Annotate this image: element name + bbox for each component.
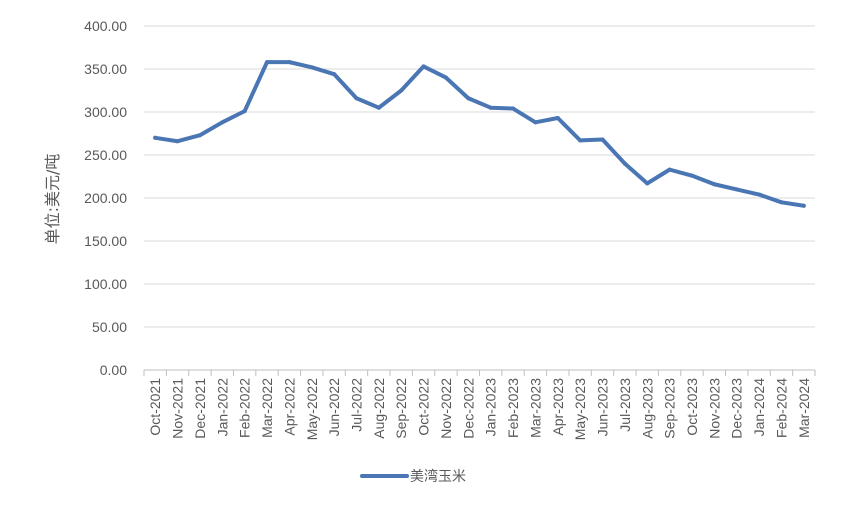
y-axis-label: 单位:美元/吨 <box>43 154 62 245</box>
x-tick-label: Aug-2022 <box>371 378 387 439</box>
x-tick-label: Mar-2023 <box>527 378 543 438</box>
y-axis: 0.00 50.00 100.00 150.00 200.00 250.00 300.00 3… <box>84 18 127 378</box>
data-point <box>376 105 381 110</box>
x-tick-label: May-2022 <box>304 378 320 440</box>
x-tick-label: Apr-2022 <box>281 378 297 436</box>
data-point <box>689 173 694 178</box>
data-point <box>220 120 225 125</box>
y-tick-label: 0.00 <box>100 362 127 378</box>
legend-label: 美湾玉米 <box>410 468 466 485</box>
x-tick-label: Mar-2024 <box>796 378 812 438</box>
x-tick-label: Jul-2023 <box>617 378 633 432</box>
y-tick-label: 300.00 <box>84 104 127 120</box>
y-tick-label: 50.00 <box>92 319 127 335</box>
legend: 美湾玉米 <box>360 468 466 485</box>
y-tick-label: 400.00 <box>84 18 127 34</box>
data-point <box>488 105 493 110</box>
x-tick-label: Oct-2022 <box>416 378 432 436</box>
x-tick-label: Feb-2024 <box>773 378 789 438</box>
data-point <box>779 200 784 205</box>
x-tick-label: Feb-2023 <box>505 378 521 438</box>
x-tick-label: Nov-2022 <box>438 378 454 439</box>
data-point <box>555 116 560 121</box>
data-point <box>332 72 337 77</box>
data-point <box>734 187 739 192</box>
data-point <box>399 88 404 93</box>
x-tick-label: Dec-2021 <box>192 378 208 439</box>
y-tick-label: 250.00 <box>84 147 127 163</box>
x-tick-label: Sep-2022 <box>393 378 409 439</box>
y-tick-label: 150.00 <box>84 233 127 249</box>
x-tick-label: Apr-2023 <box>550 378 566 436</box>
y-tick-label: 100.00 <box>84 276 127 292</box>
x-tick-label: Dec-2023 <box>729 378 745 439</box>
data-point <box>533 120 538 125</box>
x-tick-label: Aug-2023 <box>639 378 655 439</box>
data-point <box>421 64 426 69</box>
x-tick-label: Oct-2023 <box>684 378 700 436</box>
x-tick-label: Jun-2022 <box>326 378 342 437</box>
x-tick-label: Nov-2021 <box>170 378 186 439</box>
series-line <box>153 60 806 208</box>
x-tick-label: Jan-2023 <box>483 378 499 437</box>
data-point <box>757 192 762 197</box>
x-tick-label: Sep-2023 <box>662 378 678 439</box>
data-point <box>712 182 717 187</box>
data-point <box>287 60 292 65</box>
gridlines <box>144 25 815 328</box>
x-tick-label: Nov-2023 <box>706 378 722 439</box>
data-point <box>197 133 202 138</box>
data-point <box>622 161 627 166</box>
data-point <box>511 106 516 111</box>
data-point <box>600 137 605 142</box>
data-point <box>466 96 471 101</box>
x-tick-label: Jan-2022 <box>214 378 230 437</box>
x-tick-label: Mar-2022 <box>259 378 275 438</box>
series-group <box>153 60 806 208</box>
data-point <box>443 75 448 80</box>
data-point <box>354 96 359 101</box>
y-tick-label: 200.00 <box>84 190 127 206</box>
data-point <box>309 65 314 70</box>
x-tick-label: Jun-2023 <box>595 378 611 437</box>
data-point <box>667 167 672 172</box>
data-point <box>153 135 158 140</box>
data-point <box>801 203 806 208</box>
x-axis: Oct-2021 Nov-2021 Dec-2021 Jan-2022 Feb-2022… <box>143 369 816 440</box>
x-tick-label: Dec-2022 <box>460 378 476 439</box>
data-point <box>242 109 247 114</box>
x-tick-label: Jul-2022 <box>348 378 364 432</box>
data-point <box>265 60 270 65</box>
x-tick-label: Jan-2024 <box>751 378 767 437</box>
x-tick-label: May-2023 <box>572 378 588 440</box>
x-tick-label: Feb-2022 <box>237 378 253 438</box>
y-tick-label: 350.00 <box>84 61 127 77</box>
data-point <box>175 139 180 144</box>
data-point <box>578 138 583 143</box>
data-point <box>645 181 650 186</box>
x-tick-label: Oct-2021 <box>147 378 163 436</box>
